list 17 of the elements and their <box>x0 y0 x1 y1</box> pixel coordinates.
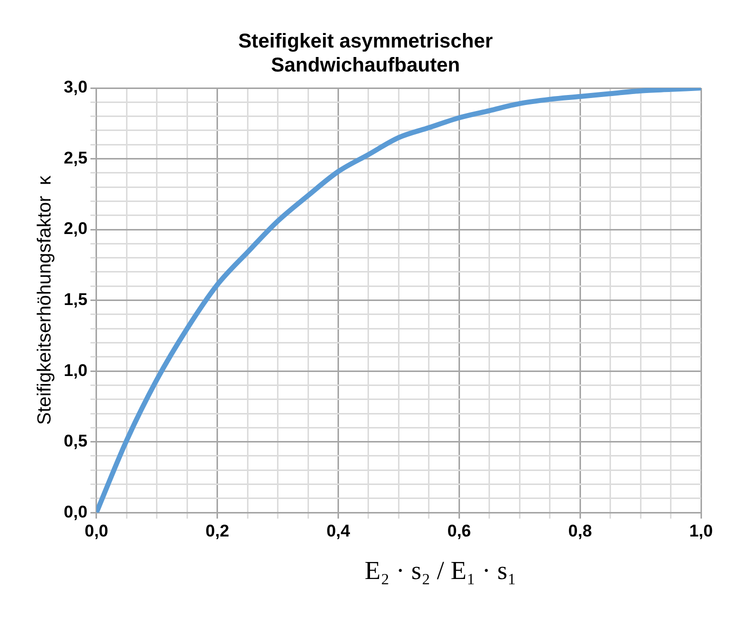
x-tick-label: 0,4 <box>326 521 351 540</box>
x-tick-label: 0,0 <box>84 521 108 540</box>
x-tick-label: 0,6 <box>447 521 471 540</box>
x-tick-label: 0,2 <box>206 521 230 540</box>
y-tick-label: 2,0 <box>64 219 88 238</box>
x-tick-label: 1,0 <box>689 521 713 540</box>
x-tick-label: 0,8 <box>568 521 592 540</box>
y-tick-label: 3,0 <box>64 78 88 97</box>
text: Sandwichaufbauten <box>271 54 460 77</box>
y-axis-title: Steifigkeitserhöhungsfaktor κ <box>34 175 56 425</box>
y-tick-label: 0,5 <box>64 432 88 451</box>
x-axis-title: E₂ · s₂ / E₁ · s₁ <box>364 556 516 586</box>
y-tick-label: 1,0 <box>64 360 88 380</box>
text: Steifigkeit asymmetrischer <box>238 30 493 53</box>
y-tick-label: 0,0 <box>64 502 88 522</box>
y-tick-label: 2,5 <box>64 148 88 168</box>
y-tick-label: 1,5 <box>64 290 88 309</box>
